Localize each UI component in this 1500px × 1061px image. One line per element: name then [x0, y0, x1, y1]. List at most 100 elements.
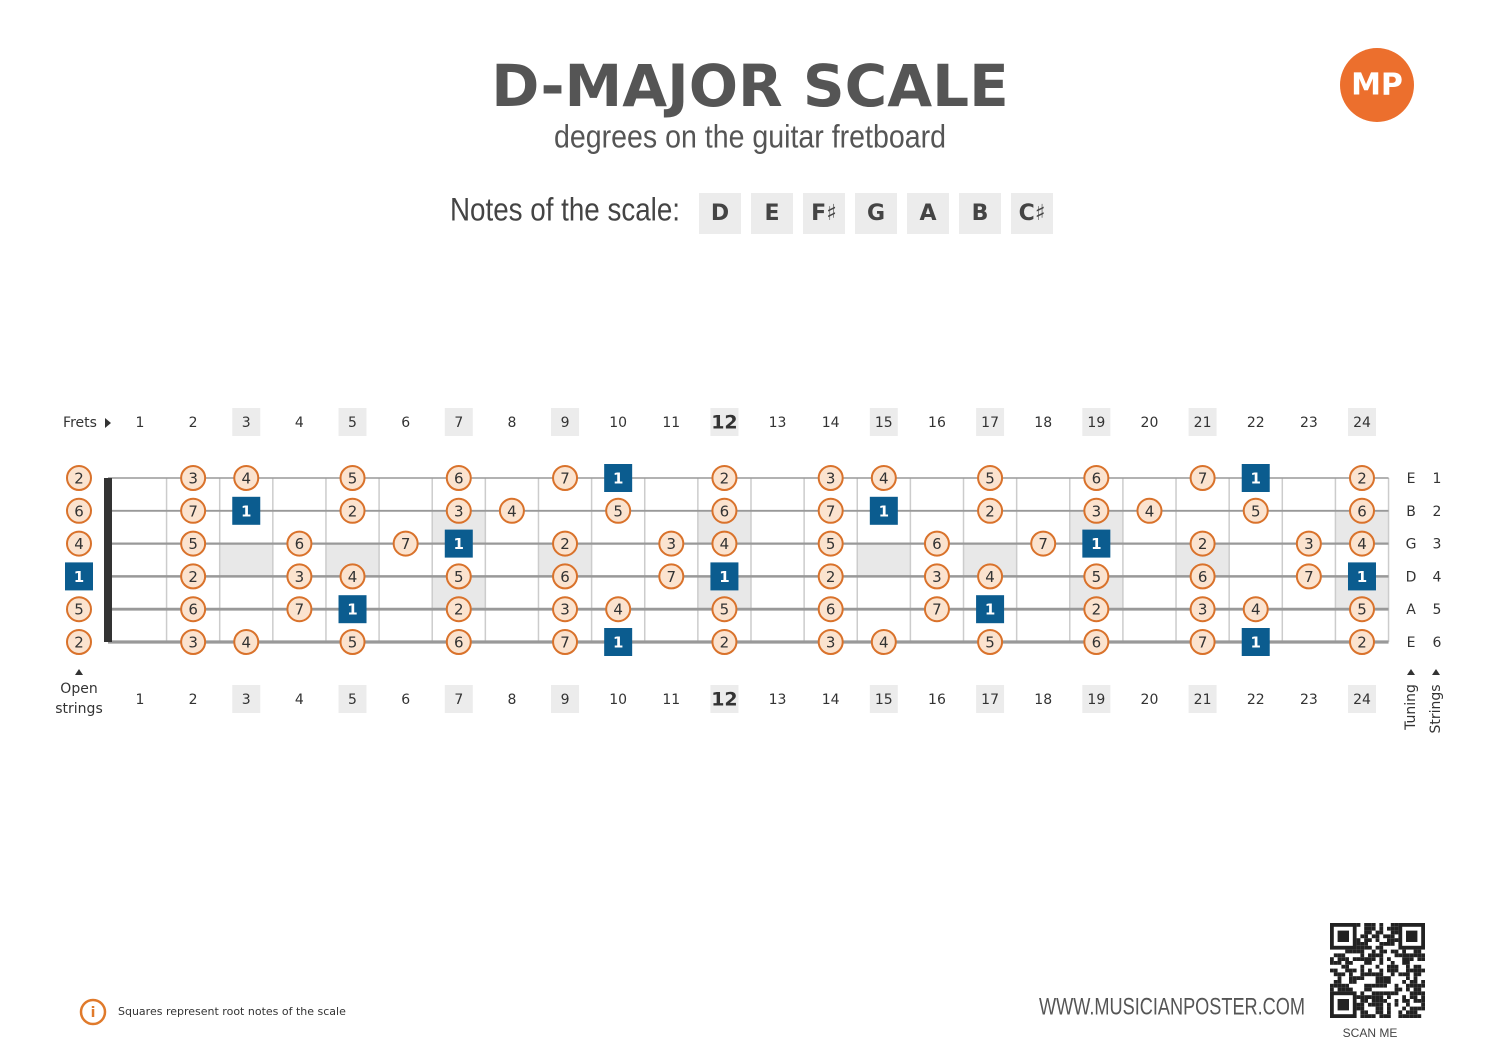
scale-note	[1083, 465, 1110, 491]
qr-cell	[1341, 953, 1346, 958]
degree: 1	[719, 568, 729, 586]
nut	[104, 478, 112, 642]
qr-cell	[1394, 987, 1399, 992]
qr-cell	[1413, 949, 1418, 954]
fret-number: 9	[561, 415, 570, 431]
fret-number: 21	[1194, 415, 1212, 431]
qr-cell	[1398, 987, 1403, 992]
qr-cell	[1364, 972, 1368, 977]
scan-me: SCAN ME	[1343, 1026, 1398, 1040]
qr-cell	[1406, 976, 1410, 980]
subtitle: degrees on the guitar fretboard	[554, 118, 946, 154]
qr-cell	[1330, 968, 1334, 973]
open-label: Open	[60, 681, 97, 697]
qr-cell	[1413, 980, 1418, 984]
degree: 1	[613, 634, 623, 652]
scale-note	[1242, 497, 1269, 524]
qr-cell	[1360, 953, 1365, 958]
scale-note	[1348, 497, 1375, 524]
qr-cell	[1398, 972, 1403, 977]
degree: 3	[932, 568, 942, 586]
degree: 2	[720, 470, 730, 488]
qr-cell	[1417, 999, 1422, 1003]
root-note	[1241, 464, 1270, 492]
qr-cell	[1379, 926, 1384, 931]
qr-cell	[1379, 949, 1384, 954]
scale-note	[445, 596, 472, 623]
degree: 6	[74, 502, 84, 520]
qr-cell	[1360, 999, 1365, 1003]
inlay	[219, 543, 273, 577]
degree: 1	[347, 601, 357, 619]
qr-cell	[1364, 926, 1368, 931]
scale-note	[817, 629, 844, 655]
degree: 3	[826, 470, 836, 488]
qr-cell	[1349, 968, 1353, 973]
qr-cell	[1337, 961, 1342, 965]
qr-cell	[1356, 995, 1361, 999]
qr-cell	[1371, 983, 1376, 988]
degree: 3	[188, 634, 198, 652]
scale-note	[711, 530, 738, 557]
degree: 6	[454, 634, 464, 652]
degree: 2	[1357, 470, 1367, 488]
qr-cell	[1356, 957, 1361, 961]
qr-cell	[1375, 976, 1380, 980]
degree: 5	[454, 568, 464, 586]
degree: 3	[188, 470, 198, 488]
scale-note	[66, 465, 92, 491]
qr-cell	[1364, 983, 1368, 988]
note-box	[907, 193, 949, 234]
degree: 6	[826, 601, 836, 619]
qr-cell	[1375, 991, 1380, 996]
qr-cell	[1364, 999, 1368, 1003]
degree: 4	[613, 601, 623, 619]
qr-cell	[1402, 953, 1406, 958]
qr-cell	[1364, 942, 1368, 946]
fret-number: 22	[1247, 692, 1265, 708]
degree: 6	[720, 502, 730, 520]
root-note	[976, 595, 1005, 624]
degree: 6	[454, 470, 464, 488]
qr-cell	[1409, 953, 1414, 958]
qr-finder	[1337, 930, 1349, 942]
qr-cell	[1379, 983, 1384, 988]
fret-number: 15	[875, 692, 893, 708]
qr-cell	[1356, 1002, 1361, 1007]
qr-cell	[1360, 949, 1365, 954]
qr-cell	[1349, 972, 1353, 977]
degree: 2	[348, 502, 358, 520]
qr-cell	[1375, 999, 1380, 1003]
scale-note	[180, 530, 207, 557]
degree: 7	[295, 601, 305, 619]
qr-cell	[1383, 1014, 1387, 1018]
qr-cell	[1341, 957, 1346, 961]
degree: 7	[826, 502, 836, 520]
qr-cell	[1371, 991, 1376, 996]
tuning: B	[1406, 504, 1416, 520]
qr-cell	[1345, 961, 1349, 965]
qr-cell	[1375, 1010, 1380, 1015]
degree: 2	[74, 470, 84, 488]
root-note	[1082, 529, 1111, 558]
tuning: A	[1406, 602, 1416, 618]
scale-note	[977, 629, 1004, 655]
qr-cell	[1371, 1014, 1376, 1018]
root-note	[604, 464, 633, 492]
root-note	[710, 562, 739, 591]
qr-cell	[1406, 961, 1410, 965]
qr-cell	[1364, 961, 1368, 965]
qr-cell	[1409, 980, 1414, 984]
qr-cell	[1379, 976, 1384, 980]
degree: 4	[507, 502, 517, 520]
qr-cell	[1383, 983, 1387, 988]
degree: 2	[560, 535, 570, 553]
scale-note	[605, 596, 632, 623]
qr-cell	[1390, 938, 1395, 942]
degree: 5	[985, 634, 995, 652]
qr-cell	[1375, 953, 1380, 958]
scale-note	[339, 563, 366, 590]
degree: 7	[1198, 470, 1208, 488]
scale-note	[286, 530, 313, 557]
scale-note	[445, 497, 472, 524]
